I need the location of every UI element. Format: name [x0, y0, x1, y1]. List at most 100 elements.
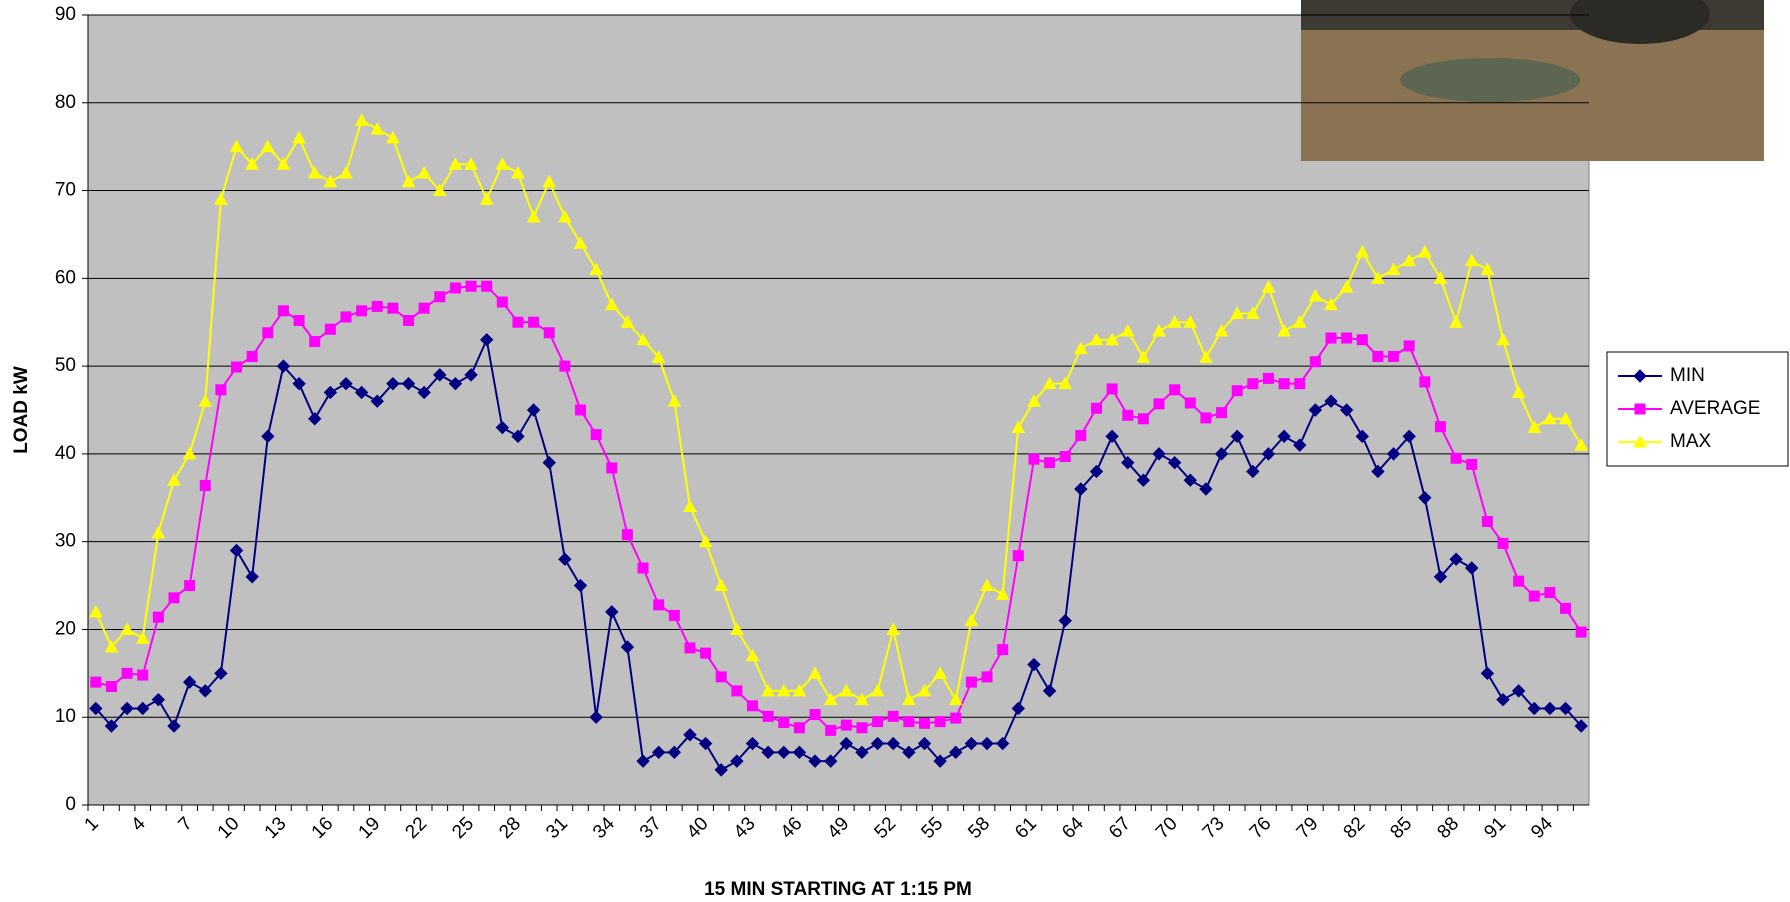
- x-tick-label: 55: [917, 813, 947, 843]
- marker: [529, 317, 539, 327]
- marker: [435, 292, 445, 302]
- marker: [247, 351, 257, 361]
- x-tick-label: 94: [1527, 813, 1557, 843]
- marker: [1435, 422, 1445, 432]
- marker: [1263, 373, 1273, 383]
- photo-shadow: [1400, 58, 1580, 102]
- y-tick-label: 80: [55, 92, 76, 113]
- marker: [1029, 454, 1039, 464]
- x-tick-label: 34: [589, 813, 619, 843]
- marker: [1326, 333, 1336, 343]
- marker: [1138, 414, 1148, 424]
- x-tick-label: 28: [495, 813, 525, 843]
- legend-marker: [1635, 404, 1645, 414]
- marker: [904, 717, 914, 727]
- marker: [1498, 538, 1508, 548]
- x-tick-label: 19: [355, 813, 385, 843]
- marker: [919, 718, 929, 728]
- marker: [810, 710, 820, 720]
- marker: [966, 677, 976, 687]
- marker: [372, 301, 382, 311]
- marker: [466, 281, 476, 291]
- marker: [576, 405, 586, 415]
- y-tick-label: 70: [55, 180, 76, 201]
- x-tick-label: 88: [1433, 813, 1463, 843]
- marker: [622, 530, 632, 540]
- y-tick-label: 40: [55, 443, 76, 464]
- marker: [341, 312, 351, 322]
- x-tick-label: 22: [401, 813, 431, 843]
- marker: [716, 672, 726, 682]
- marker: [998, 645, 1008, 655]
- x-tick-label: 79: [1293, 813, 1323, 843]
- marker: [169, 593, 179, 603]
- marker: [888, 711, 898, 721]
- marker: [482, 281, 492, 291]
- marker: [1310, 357, 1320, 367]
- marker: [357, 306, 367, 316]
- marker: [278, 306, 288, 316]
- marker: [873, 717, 883, 727]
- x-tick-label: 4: [127, 813, 150, 836]
- marker: [513, 317, 523, 327]
- marker: [935, 717, 945, 727]
- marker: [1076, 430, 1086, 440]
- marker: [1185, 398, 1195, 408]
- marker: [1060, 452, 1070, 462]
- marker: [325, 324, 335, 334]
- x-tick-label: 43: [730, 813, 760, 843]
- marker: [263, 328, 273, 338]
- marker: [607, 463, 617, 473]
- x-tick-label: 82: [1340, 813, 1370, 843]
- marker: [404, 315, 414, 325]
- marker: [638, 563, 648, 573]
- marker: [685, 643, 695, 653]
- x-tick-label: 58: [964, 813, 994, 843]
- marker: [122, 668, 132, 678]
- marker: [106, 682, 116, 692]
- marker: [1248, 379, 1258, 389]
- legend-label: AVERAGE: [1670, 398, 1760, 419]
- marker: [1201, 413, 1211, 423]
- marker: [450, 283, 460, 293]
- marker: [857, 723, 867, 733]
- marker: [1467, 459, 1477, 469]
- marker: [1295, 379, 1305, 389]
- x-tick-label: 61: [1011, 813, 1041, 843]
- x-tick-label: 85: [1386, 813, 1416, 843]
- marker: [294, 315, 304, 325]
- marker: [841, 720, 851, 730]
- marker: [1045, 458, 1055, 468]
- marker: [310, 337, 320, 347]
- x-axis-title: 15 MIN STARTING AT 1:15 PM: [704, 879, 972, 900]
- x-tick-label: 37: [636, 813, 666, 843]
- marker: [763, 711, 773, 721]
- photo: [1301, 0, 1764, 161]
- x-tick-label: 13: [261, 813, 291, 843]
- marker: [1373, 351, 1383, 361]
- marker: [200, 480, 210, 490]
- x-tick-label: 40: [683, 813, 713, 843]
- marker: [1545, 588, 1555, 598]
- marker: [701, 648, 711, 658]
- marker: [138, 670, 148, 680]
- marker: [1420, 377, 1430, 387]
- x-tick-label: 73: [1199, 813, 1229, 843]
- marker: [1232, 386, 1242, 396]
- marker: [1279, 379, 1289, 389]
- marker: [826, 725, 836, 735]
- x-tick-label: 91: [1480, 813, 1510, 843]
- marker: [669, 610, 679, 620]
- page: {"chart_data": { "type": "line", "y_labe…: [0, 0, 1790, 902]
- marker: [560, 361, 570, 371]
- legend-label: MAX: [1670, 431, 1712, 452]
- marker: [1451, 453, 1461, 463]
- marker: [1561, 603, 1571, 613]
- x-tick-label: 76: [1246, 813, 1276, 843]
- marker: [794, 723, 804, 733]
- x-tick-label: 52: [871, 813, 901, 843]
- marker: [232, 362, 242, 372]
- marker: [1529, 591, 1539, 601]
- x-tick-label: 31: [542, 813, 572, 843]
- marker: [1013, 551, 1023, 561]
